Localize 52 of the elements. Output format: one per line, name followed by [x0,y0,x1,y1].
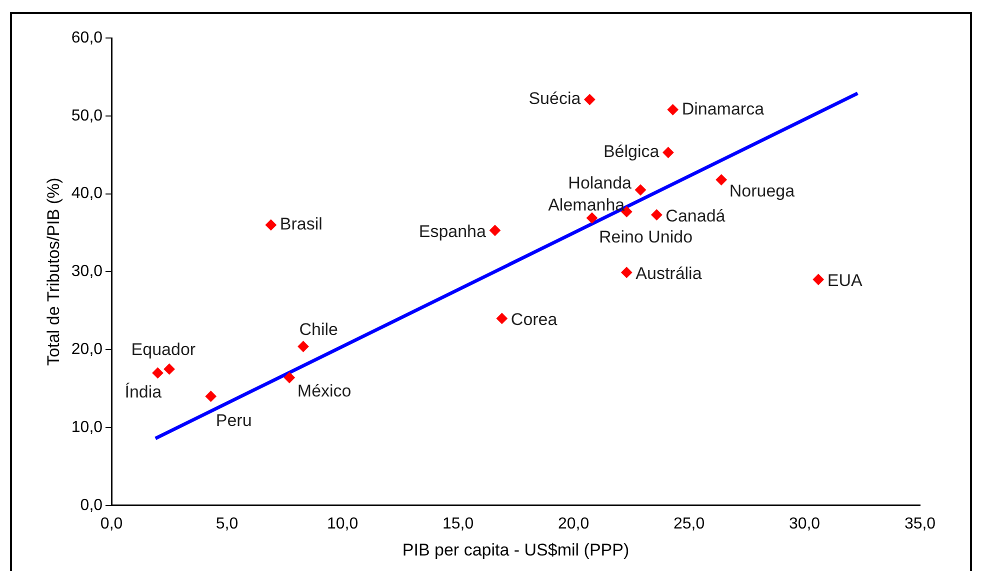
annotation: Peru [216,411,252,430]
x-tick-label: 35,0 [904,515,936,532]
x-tick-label: 25,0 [673,515,705,532]
point [667,104,678,116]
annotation: Equador [131,340,196,359]
point [284,372,295,384]
annotation: Suécia [528,89,582,108]
point [489,224,500,236]
y-axis-title: Total de Tributos/PIB (%) [44,178,63,366]
point [265,219,276,230]
annotation: Bélgica [603,142,660,162]
y-tick-label: 20,0 [71,341,103,358]
point [716,174,727,186]
point [662,147,674,158]
x-tick-label: 20,0 [558,515,590,532]
x-tick-label: 10,0 [326,515,358,532]
annotation: Dinamarca [682,99,765,118]
annotation: Canadá [666,206,726,226]
x-tick-label: 15,0 [442,515,474,532]
annotation: EUA [827,271,863,290]
point [812,274,824,285]
point [586,212,598,224]
point [152,367,164,378]
point [584,94,596,106]
point [298,340,309,352]
annotation: Chile [299,320,338,340]
y-tick-label: 30,0 [71,263,103,280]
y-tick-label: 0,0 [80,496,103,514]
y-tick-label: 10,0 [71,418,103,436]
annotation: Reino Unido [598,228,693,247]
annotation: México [297,381,352,400]
point [635,184,646,196]
y-tick-label: 50,0 [71,107,103,124]
annotation: Corea [510,310,558,330]
x-axis-title: PIB per capita - US$mil (PPP) [402,540,630,560]
point [205,390,216,402]
annotation: Austrália [636,264,702,284]
point [651,209,662,220]
annotation: Alemanha [548,195,626,214]
annotation: Índia [124,382,162,402]
x-tick-label: 0,0 [100,515,123,532]
y-tick-label: 40,0 [71,185,103,202]
x-tick-label: 5,0 [216,515,238,532]
point [496,312,508,324]
x-tick-label: 30,0 [788,515,820,532]
annotation: Espanha [418,222,487,242]
annotation: Noruega [729,181,796,200]
y-tick-label: 60,0 [71,29,103,46]
annotation: Brasil [280,214,322,234]
point [164,364,175,375]
point [621,266,632,278]
annotation: Holanda [568,174,632,193]
